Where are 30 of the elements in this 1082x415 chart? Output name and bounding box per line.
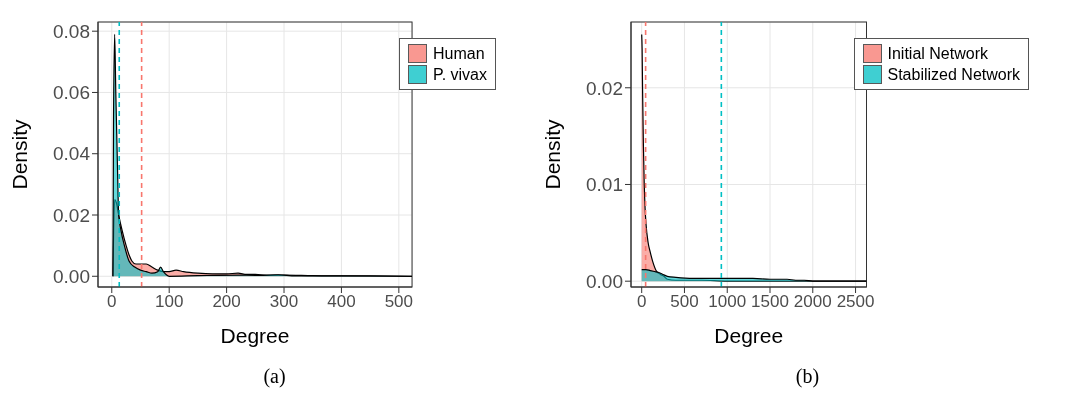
y-axis-title: Density <box>541 118 565 190</box>
y-tick-label: 0.00 <box>53 266 90 288</box>
x-axis-title: Degree <box>220 324 290 347</box>
x-axis-title: Degree <box>714 324 784 347</box>
y-tick-label: 0.02 <box>53 204 90 226</box>
x-tick-label: 1500 <box>751 292 789 312</box>
y-tick-label: 0.00 <box>586 270 623 292</box>
x-tick-label: 2500 <box>836 292 875 312</box>
y-tick-label: 0.02 <box>586 77 623 99</box>
x-tick-label: 1000 <box>708 292 747 312</box>
y-tick-label: 0.04 <box>53 143 91 165</box>
x-tick-label: 400 <box>327 292 356 312</box>
x-tick-label: 0 <box>107 292 117 312</box>
x-tick-label: 500 <box>384 292 414 312</box>
legend-label: Human <box>433 44 485 64</box>
x-tick-label: 300 <box>269 292 299 312</box>
x-tick-label: 0 <box>636 292 647 312</box>
legend-label: Stabilized Network <box>887 65 1020 85</box>
x-tick-label: 100 <box>155 292 184 312</box>
legend-label: P. vivax <box>433 65 487 85</box>
x-tick-label: 2000 <box>793 292 832 312</box>
y-axis-title: Density <box>8 118 32 190</box>
legend-label: Initial Network <box>887 44 988 64</box>
text: (b) <box>794 365 821 388</box>
y-tick-label: 0.06 <box>53 82 90 104</box>
text: (a) <box>262 365 287 388</box>
x-tick-label: 200 <box>212 292 241 312</box>
y-tick-label: 0.08 <box>53 20 90 42</box>
y-tick-label: 0.01 <box>586 174 623 196</box>
x-tick-label: 500 <box>670 292 699 312</box>
